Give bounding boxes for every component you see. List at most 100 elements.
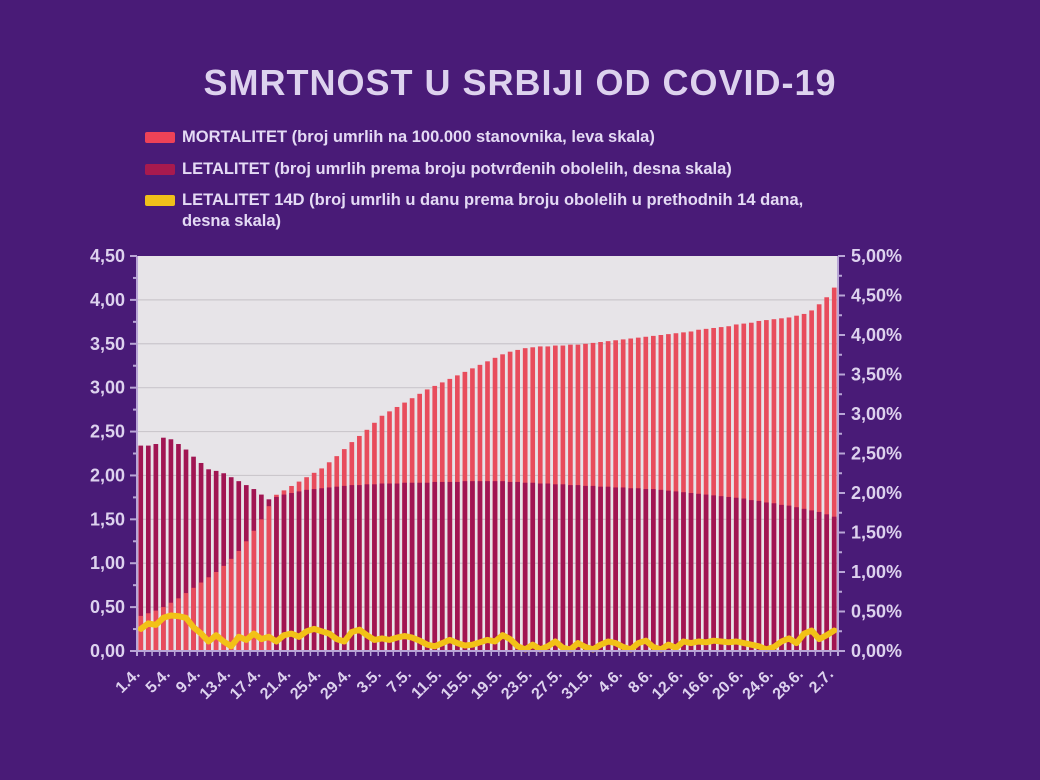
left-axis-tick-label: 0,00: [90, 641, 125, 661]
letalitet-14d-line: [137, 612, 838, 653]
bar-mortalitet: [786, 317, 792, 651]
bar-letalitet: [726, 496, 732, 651]
bar-letalitet: [756, 500, 762, 651]
bar-mortalitet: [794, 315, 799, 651]
bar-mortalitet: [741, 323, 747, 651]
bar-letalitet: [492, 481, 498, 651]
left-axis-tick-label: 3,50: [90, 334, 125, 354]
bar-letalitet: [620, 487, 626, 651]
bar-letalitet: [357, 485, 362, 651]
bar-mortalitet: [221, 565, 227, 651]
bar-letalitet: [485, 481, 490, 651]
bar-letalitet: [349, 485, 355, 651]
bar-mortalitet: [191, 587, 196, 651]
x-axis-tick-label: 1.4.: [113, 666, 144, 697]
mortalitet-swatch-icon: [145, 132, 175, 143]
bar-mortalitet: [748, 322, 754, 651]
bar-letalitet: [198, 462, 204, 651]
bar-letalitet: [432, 481, 438, 651]
bar-letalitet: [372, 484, 377, 651]
bar-letalitet: [666, 490, 671, 651]
bar-letalitet: [470, 481, 475, 651]
left-axis-tick-label: 4,00: [90, 290, 125, 310]
x-axis-tick-label: 27.5.: [529, 666, 566, 703]
bar-letalitet: [296, 491, 302, 651]
bar-letalitet: [500, 481, 505, 651]
bar-letalitet: [764, 502, 769, 651]
right-axis-tick-label: 1,00%: [851, 562, 902, 582]
x-axis-tick-label: 17.4.: [227, 666, 264, 703]
bars: [138, 287, 837, 651]
bar-letalitet: [145, 445, 151, 651]
x-axis-tick-label: 20.6.: [709, 666, 746, 703]
bar-letalitet: [206, 469, 211, 651]
bar-letalitet: [613, 487, 618, 651]
bar-letalitet: [274, 496, 279, 651]
bar-mortalitet: [718, 327, 724, 651]
right-axis-tick-label: 4,00%: [851, 325, 902, 345]
legend-item-mortalitet: MORTALITET (broj umrlih na 100.000 stano…: [145, 127, 865, 148]
bar-letalitet: [161, 437, 166, 651]
bar-letalitet: [379, 483, 385, 651]
bar-letalitet: [628, 488, 634, 651]
bar-mortalitet: [703, 328, 709, 651]
bar-letalitet: [417, 482, 422, 651]
bar-letalitet: [319, 488, 325, 651]
x-axis-tick-label: 28.6.: [770, 666, 807, 703]
letalitet-swatch-icon: [145, 163, 175, 175]
bar-letalitet: [364, 484, 370, 651]
bar-mortalitet: [756, 320, 762, 651]
right-axis-tick-label: 1,50%: [851, 523, 902, 543]
bar-mortalitet: [681, 332, 686, 651]
bar-letalitet: [168, 439, 174, 651]
left-axis-tick-label: 3,00: [90, 378, 125, 398]
bar-letalitet: [191, 456, 196, 651]
x-axis-tick-label: 2.7.: [806, 666, 837, 697]
bar-letalitet: [605, 486, 611, 651]
bar-letalitet: [537, 483, 543, 651]
bar-letalitet: [311, 489, 317, 651]
right-axis-tick-label: 2,50%: [851, 444, 902, 464]
bar-letalitet: [462, 481, 468, 651]
x-axis-tick-label: 11.5.: [409, 666, 446, 703]
bar-letalitet: [560, 484, 566, 651]
bar-letalitet: [831, 516, 837, 651]
bar-letalitet: [409, 482, 415, 651]
bar-letalitet: [553, 484, 558, 651]
bar-letalitet: [688, 493, 694, 651]
bar-mortalitet: [251, 530, 257, 651]
bar-letalitet: [341, 485, 347, 651]
right-axis-tick-label: 3,50%: [851, 365, 902, 385]
bar-mortalitet: [726, 326, 732, 651]
bar-letalitet: [447, 481, 453, 651]
bar-mortalitet: [816, 304, 822, 651]
legend-item-letalitet-14d: LETALITET 14D (broj umrlih u danu prema …: [145, 190, 865, 231]
bar-mortalitet: [764, 320, 769, 651]
bar-mortalitet: [176, 598, 181, 651]
bar-letalitet: [779, 504, 784, 651]
bar-mortalitet: [809, 310, 814, 651]
right-axis-tick-label: 0,00%: [851, 641, 902, 661]
bar-mortalitet: [771, 319, 777, 651]
bar-letalitet: [530, 482, 536, 651]
right-axis-tick-label: 2,00%: [851, 483, 902, 503]
bar-letalitet: [213, 470, 219, 651]
bar-mortalitet: [206, 577, 211, 651]
x-axis-tick-label: 21.4.: [257, 666, 294, 703]
x-axis-tick-label: 3.5.: [354, 666, 385, 697]
bar-letalitet: [809, 510, 814, 651]
bar-mortalitet: [228, 558, 234, 651]
bar-mortalitet: [153, 610, 159, 651]
legend-label: MORTALITET (broj umrlih na 100.000 stano…: [182, 128, 655, 146]
bar-letalitet: [658, 489, 664, 651]
bar-letalitet: [771, 503, 777, 651]
bar-letalitet: [289, 493, 294, 651]
right-axis-tick-label: 0,50%: [851, 602, 902, 622]
bar-mortalitet: [266, 506, 272, 651]
bar-mortalitet: [824, 297, 830, 651]
bar-letalitet: [748, 500, 754, 651]
chart-title: SMRTNOST U SRBIJI OD COVID-19: [203, 62, 837, 103]
bar-letalitet: [515, 481, 520, 651]
bar-mortalitet: [161, 607, 166, 651]
x-axis-tick-label: 13.4.: [197, 666, 234, 703]
